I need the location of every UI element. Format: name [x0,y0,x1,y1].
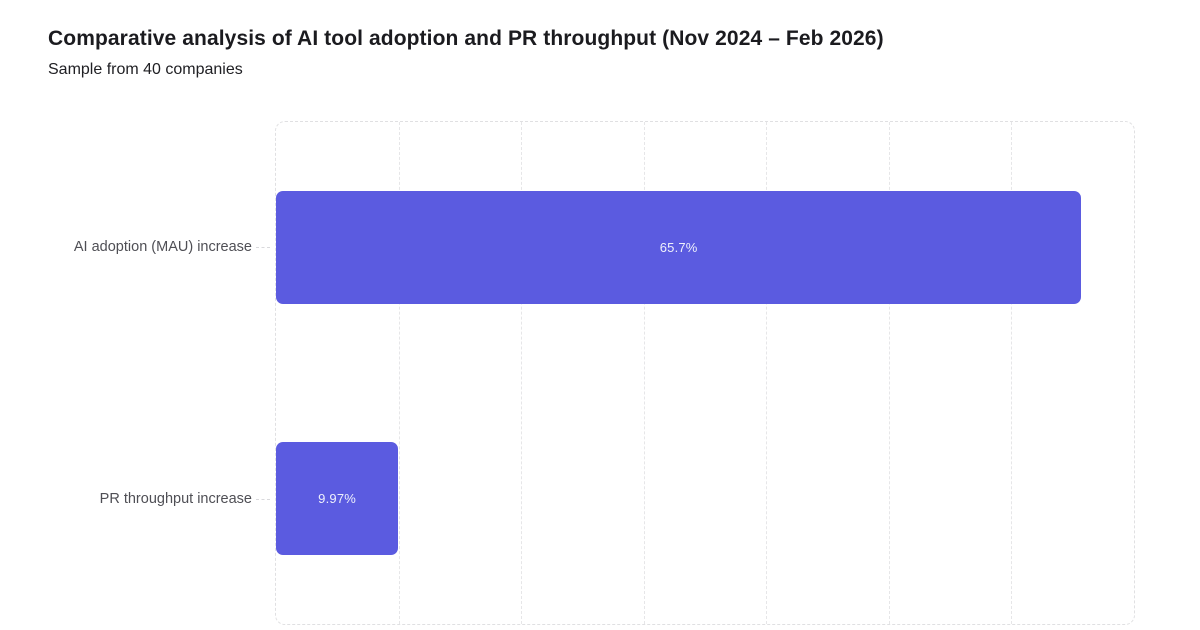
chart-title: Comparative analysis of AI tool adoption… [48,27,884,50]
gridline-30 [643,122,645,624]
category-label: PR throughput increase [99,491,252,507]
bar-value-label: 9.97% [318,491,357,506]
bar-value-label: 65.7% [659,240,698,255]
gridline-20 [521,122,523,624]
bar-1[interactable]: 9.97% [276,442,399,555]
gridline-40 [766,122,768,624]
axis-tick [256,247,270,248]
category-label: AI adoption (MAU) increase [73,239,252,255]
bar-0[interactable]: 65.7% [276,191,1082,304]
chart-subtitle: Sample from 40 companies [48,61,243,78]
y-axis: AI adoption (MAU) increase PR throughput … [0,121,275,625]
axis-tick [256,499,270,500]
plot-area: 65.7% 9.97% [275,121,1135,625]
gridline-60 [1011,122,1013,624]
gridline-10 [398,122,400,624]
gridline-50 [888,122,890,624]
